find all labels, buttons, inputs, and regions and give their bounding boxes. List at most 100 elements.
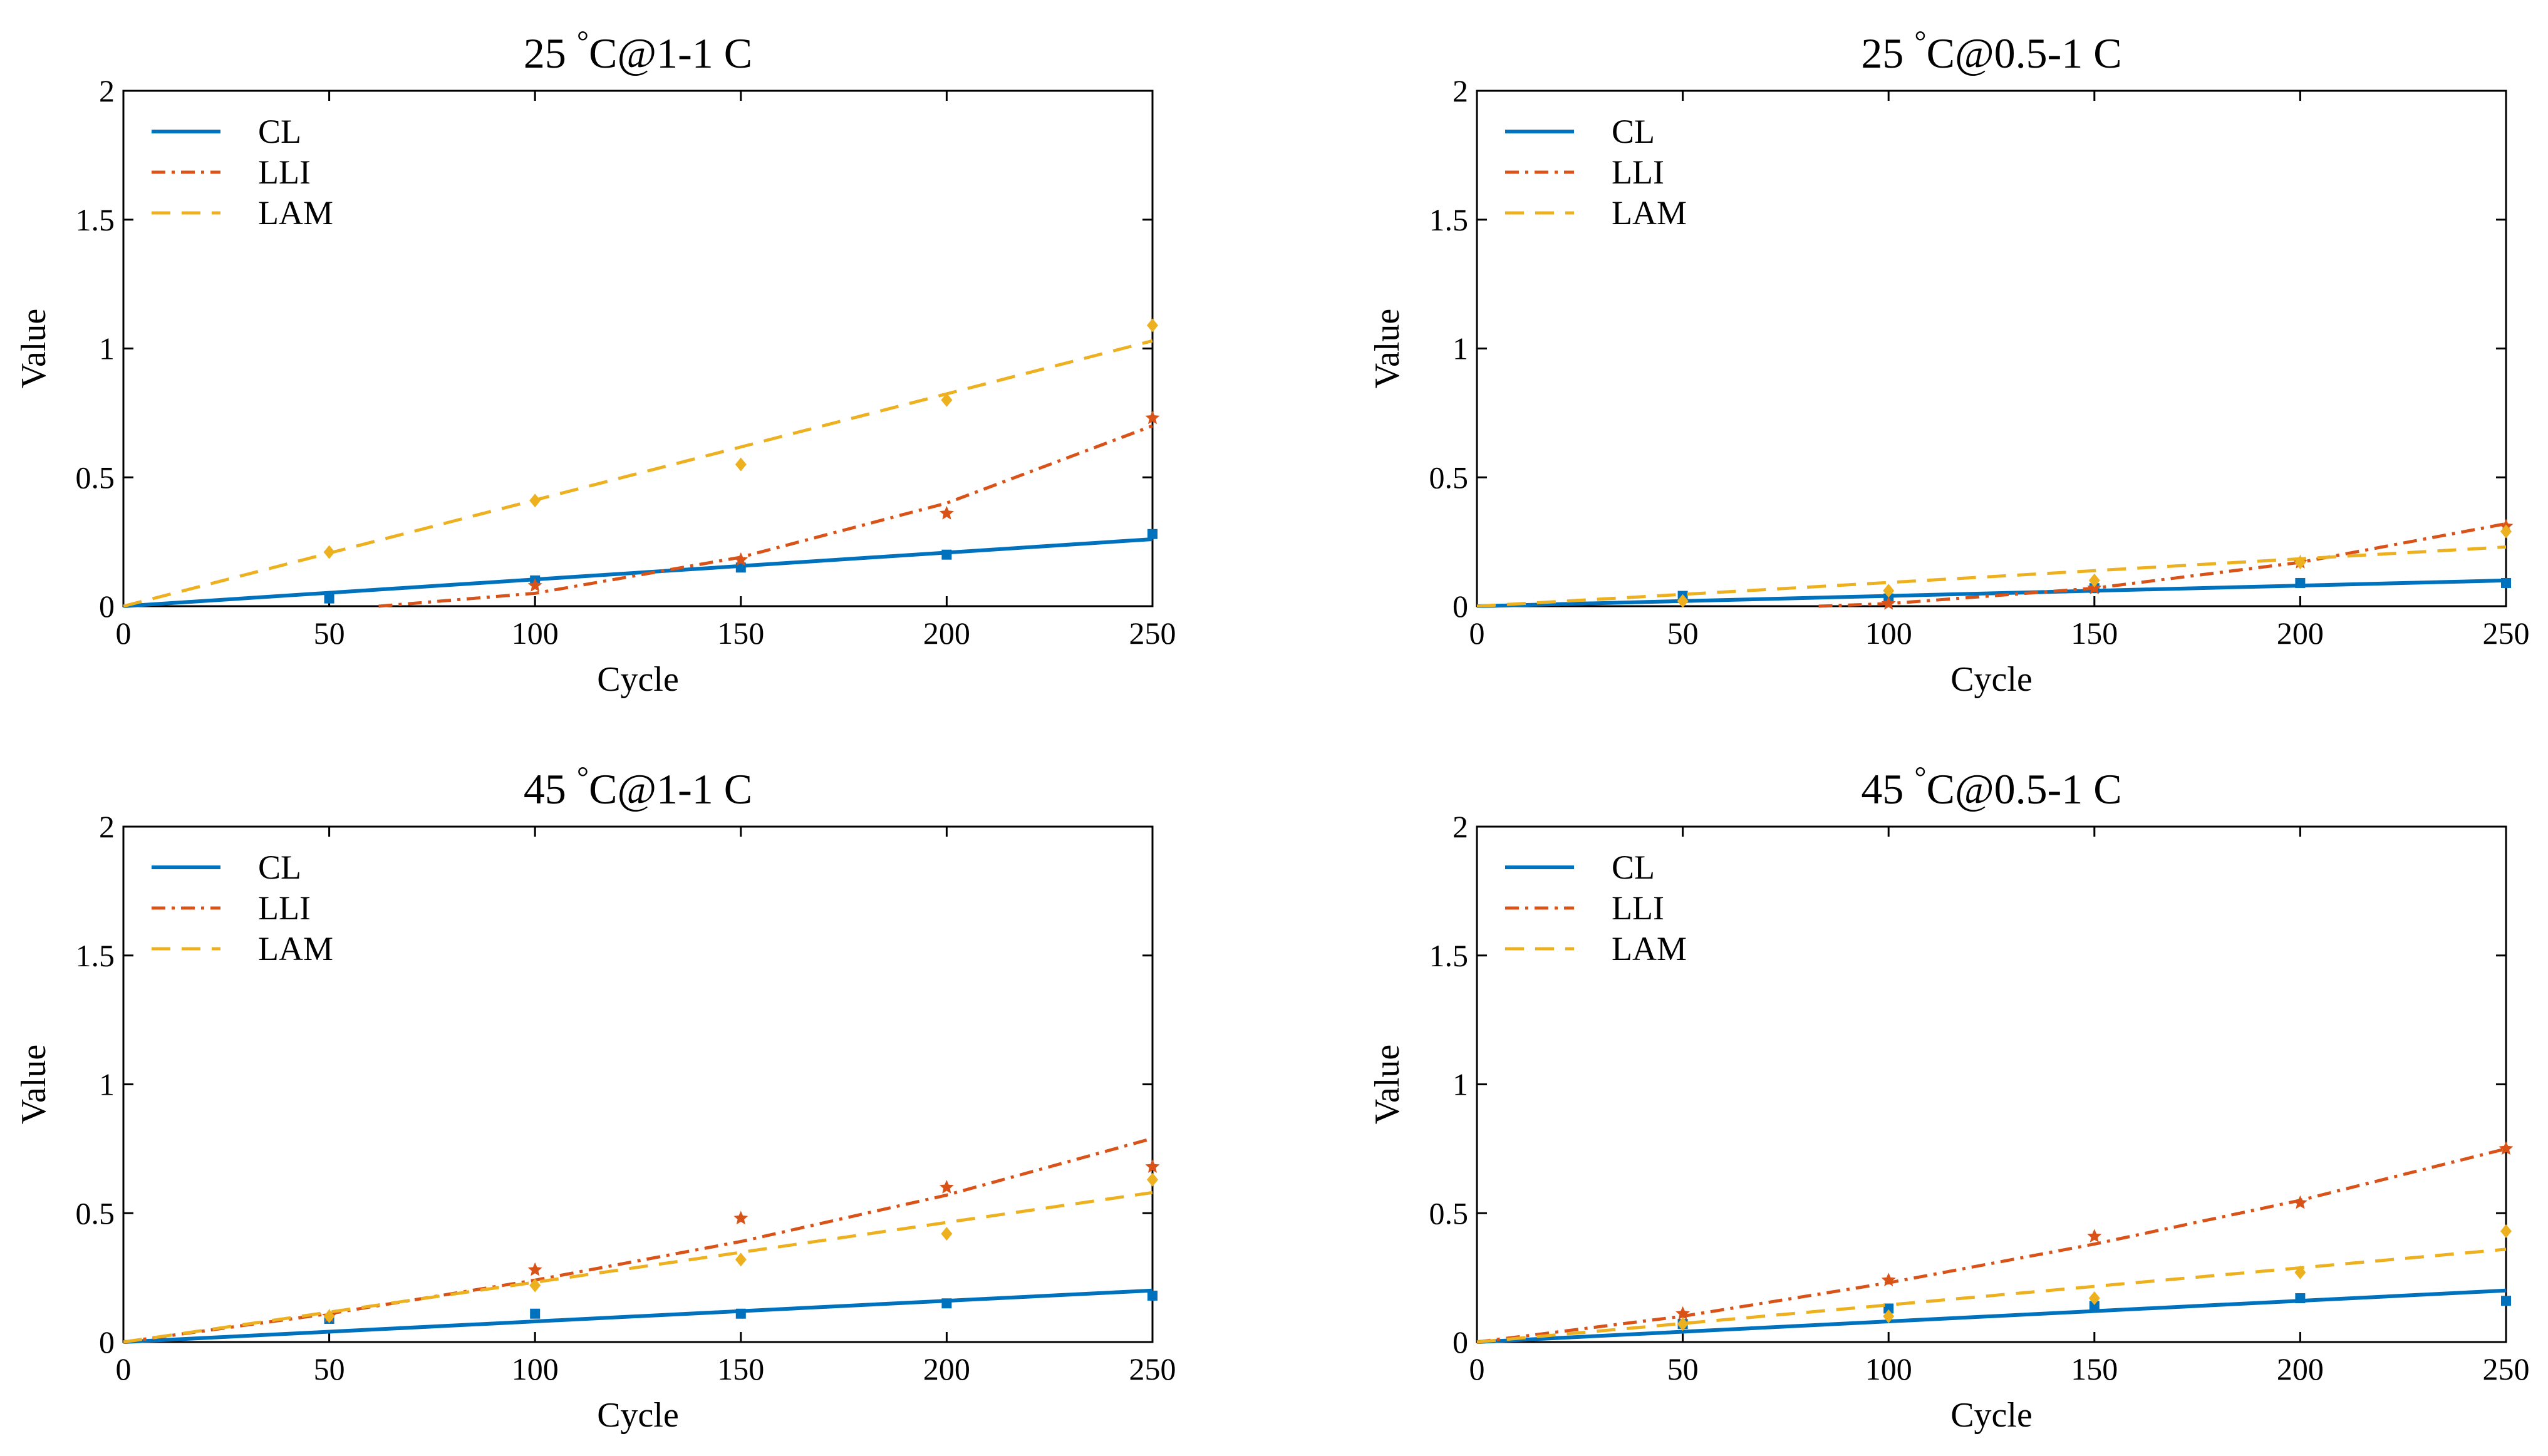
chart-4-series-lam-fit-line <box>1476 1247 2507 1344</box>
chart-4-title-tail: C@0.5-1 C <box>1927 765 2122 813</box>
chart-2-series-lam-point <box>1883 584 1895 598</box>
chart-3-title-main: 45 <box>524 765 577 813</box>
chart-4-series-cl-point <box>1883 1303 1894 1314</box>
chart-1-series-cl-fit-line <box>123 537 1153 608</box>
chart-4-xtick-label: 250 <box>2483 1351 2530 1386</box>
chart-1-series-lli-point <box>527 578 542 592</box>
chart-1-series-cl-point <box>941 549 952 560</box>
chart-1-ytick-label: 0.5 <box>76 460 115 495</box>
chart-3-series-cl-fit-line <box>123 1288 1153 1344</box>
chart-3-series-lli-point <box>939 1180 954 1194</box>
chart-2-ytick-label: 1.5 <box>1429 202 1469 237</box>
chart-1-title-degree: ° <box>577 25 589 58</box>
chart-2-series-lli-point <box>1881 596 1896 610</box>
chart-2-series-lam-point <box>2294 555 2306 570</box>
chart-4-xtick-label: 150 <box>2071 1351 2118 1386</box>
chart-1-series-cl-point <box>1147 529 1157 539</box>
chart-3-series-lli-point <box>1145 1159 1160 1173</box>
chart-2: 25 °C@0.5-1 C 0 50 100 150 200 250 0 0.5 1 1.5 2 Cyc… <box>1368 25 2530 699</box>
chart-2-xtick-label: 150 <box>2071 616 2118 651</box>
chart-3-ytick-label: 1 <box>99 1067 115 1102</box>
chart-3-ytick-label: 0.5 <box>76 1195 115 1231</box>
chart-1-ytick-label: 2 <box>99 73 115 108</box>
chart-4-xtick-label: 0 <box>1469 1351 1485 1386</box>
chart-4-series-lam-point <box>2088 1291 2100 1306</box>
chart-4-ytick-label: 1 <box>1453 1067 1468 1102</box>
chart-1-legend-label-lam: LAM <box>258 194 333 232</box>
chart-3-ytick-label: 2 <box>99 809 115 844</box>
chart-1-ytick-label: 1 <box>99 331 115 366</box>
chart-1-ytick-label: 1.5 <box>76 202 115 237</box>
chart-4-title: 45 °C@0.5-1 C <box>1861 761 2121 813</box>
chart-3-series-lam-point <box>323 1309 335 1323</box>
chart-3-legend-label-lam: LAM <box>258 930 333 968</box>
chart-2-ylabel: Value <box>1368 309 1407 389</box>
chart-3-series-lli-point <box>733 1211 748 1225</box>
chart-4-ytick-label: 0 <box>1453 1324 1468 1360</box>
chart-4-legend-label-lli: LLI <box>1612 889 1664 927</box>
chart-3: 45 °C@1-1 C 0 50 100 150 200 250 0 0.5 1 1.5 2 Cycle… <box>14 761 1176 1435</box>
chart-3-series-cl-point <box>941 1298 952 1309</box>
chart-4-series-lli-point <box>1675 1306 1691 1320</box>
chart-2-title-degree: ° <box>1914 25 1926 58</box>
chart-4-series-lli-point <box>2087 1229 2102 1242</box>
chart-2-series-cl-fit-line <box>1476 578 2507 608</box>
chart-4-series-lli-point <box>1881 1273 1896 1286</box>
chart-3-series-lli-point <box>527 1262 542 1276</box>
chart-3-ytick-label: 0 <box>99 1324 115 1360</box>
chart-3-xtick-label: 250 <box>1129 1351 1176 1386</box>
chart-1-title-main: 25 <box>524 29 577 77</box>
chart-4-legend-label-lam: LAM <box>1612 930 1687 968</box>
chart-4-series-lli-point <box>2499 1141 2514 1155</box>
chart-3-series-lli-fit-line <box>123 1137 1153 1344</box>
chart-3-title: 45 °C@1-1 C <box>524 761 752 813</box>
chart-2-legend-label-lam: LAM <box>1612 194 1687 232</box>
chart-2-series-cl-point <box>2295 577 2306 588</box>
chart-2-series-lam-point <box>2088 573 2100 587</box>
chart-2-series-lam-point <box>1677 594 1689 608</box>
chart-2-legend-label-cl: CL <box>1612 113 1655 150</box>
chart-3-ylabel: Value <box>14 1045 53 1125</box>
chart-2-series-lam-fit-line <box>1476 545 2507 608</box>
chart-1-series-cl-point <box>735 562 746 573</box>
chart-2-series-cl-point <box>2501 577 2511 588</box>
chart-1-xtick-label: 250 <box>1129 616 1176 651</box>
chart-3-legend-label-cl: CL <box>258 849 301 886</box>
chart-1-series-lam-point <box>941 393 953 407</box>
chart-1-series-lli-point <box>1145 410 1160 425</box>
chart-1-series-cl-point <box>324 593 334 604</box>
chart-2-series-lam-point <box>2500 524 2512 539</box>
chart-3-title-tail: C@1-1 C <box>589 765 752 813</box>
chart-1-xtick-label: 0 <box>116 616 132 651</box>
chart-2-xtick-label: 100 <box>1865 616 1912 651</box>
chart-1-xtick-label: 100 <box>512 616 559 651</box>
chart-2-ytick-label: 0.5 <box>1429 460 1469 495</box>
chart-4-series-lli-point <box>2292 1195 2307 1209</box>
chart-2-ytick-label: 1 <box>1453 331 1468 366</box>
chart-4-series-lam-point <box>1883 1309 1895 1323</box>
chart-4-xtick-label: 100 <box>1865 1351 1912 1386</box>
chart-3-series-lam-point <box>941 1227 953 1241</box>
chart-3-xtick-label: 50 <box>314 1351 345 1386</box>
chart-4-series-lli-fit-line <box>1476 1147 2507 1344</box>
chart-3-series-cl-point <box>735 1308 746 1319</box>
chart-2-xtick-label: 50 <box>1667 616 1699 651</box>
chart-2-xlabel: Cycle <box>1950 660 2033 699</box>
chart-4-series-lam-point <box>1677 1317 1689 1331</box>
chart-1-series-lli-fit-line <box>378 424 1153 608</box>
chart-2-xtick-label: 0 <box>1469 616 1485 651</box>
chart-1-legend-label-cl: CL <box>258 113 301 150</box>
chart-1-series-lam-point <box>1147 318 1158 333</box>
chart-2-title-main: 25 <box>1861 29 1914 77</box>
chart-1-xtick-label: 200 <box>923 616 970 651</box>
chart-4-ylabel: Value <box>1368 1045 1407 1125</box>
chart-1-series-lli-point <box>733 552 748 566</box>
chart-1-series-lli-point <box>939 505 954 520</box>
chart-4-series-cl-fit-line <box>1476 1288 2507 1344</box>
chart-2-title-tail: C@0.5-1 C <box>1927 29 2122 77</box>
chart-2-title: 25 °C@0.5-1 C <box>1861 25 2121 77</box>
chart-3-series-cl-point <box>1147 1290 1157 1301</box>
chart-4-title-main: 45 <box>1861 765 1914 813</box>
chart-4-series-cl-point <box>2089 1301 2100 1311</box>
chart-1-xlabel: Cycle <box>597 660 679 699</box>
